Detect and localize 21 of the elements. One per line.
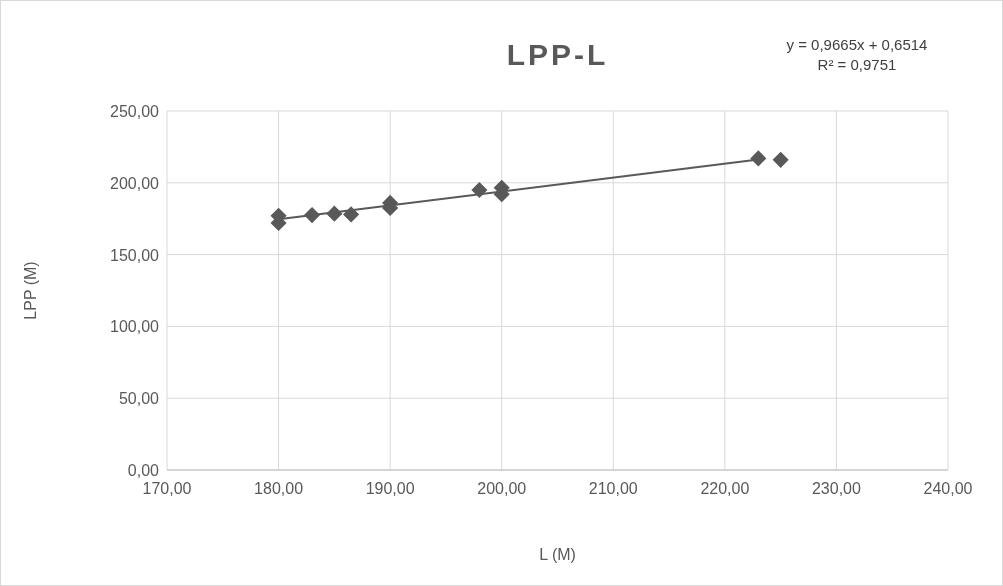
y-tick-label: 0,00: [127, 462, 160, 479]
x-axis-title: L (M): [539, 546, 576, 563]
y-tick-label: 250,00: [110, 103, 160, 120]
x-tick-label: 190,00: [365, 480, 415, 497]
y-tick-label: 200,00: [110, 174, 160, 192]
x-tick-label: 220,00: [700, 480, 750, 497]
x-tick-label: 230,00: [811, 480, 861, 497]
x-tick-label: 200,00: [477, 480, 527, 497]
text: R² = 0,9751: [817, 56, 897, 73]
x-tick-label: 180,00: [254, 480, 304, 497]
y-tick-label: 150,00: [110, 246, 160, 264]
y-tick-label: 100,00: [110, 318, 160, 336]
x-tick-label: 210,00: [588, 480, 638, 497]
x-tick-label: 170,00: [142, 480, 192, 497]
y-tick-label: 50,00: [118, 390, 160, 408]
x-tick-label: 240,00: [923, 480, 973, 497]
point: [750, 150, 767, 167]
point: [772, 151, 789, 168]
y-axis-title: LPP (M): [22, 261, 39, 320]
text: y = 0,9665x + 0,6514: [786, 36, 928, 53]
chart-title: LPP-L: [506, 38, 609, 71]
